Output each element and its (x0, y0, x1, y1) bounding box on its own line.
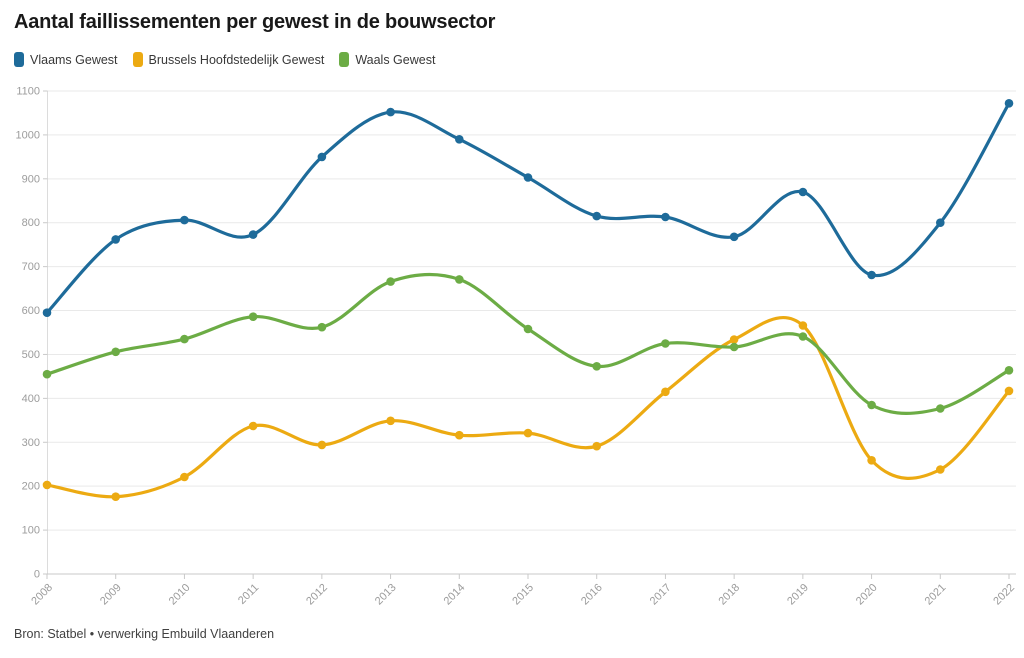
legend-swatch-waals-icon (339, 52, 350, 67)
data-point-brussels-2011[interactable] (248, 421, 258, 431)
y-tick-label: 400 (22, 393, 40, 405)
y-tick-label: 800 (22, 217, 40, 229)
data-point-vlaams-2015[interactable] (523, 173, 533, 182)
y-tick-label: 200 (22, 481, 40, 493)
legend-label-brussels: Brussels Hoofdstedelijk Gewest (148, 52, 325, 67)
data-point-waals-2008[interactable] (42, 369, 52, 379)
data-point-waals-2013[interactable] (386, 277, 395, 286)
data-point-brussels-2010[interactable] (180, 472, 189, 482)
x-axis-labels: 2008 2009 2010 2011 2012 2013 2014 2015 2016 2017… (29, 582, 1017, 608)
data-point-waals-2020[interactable] (867, 400, 876, 410)
data-point-waals-2017[interactable] (661, 339, 670, 348)
y-tick-label: 0 (34, 569, 40, 581)
legend-swatch-vlaams-icon (14, 52, 24, 67)
data-point-brussels-2015[interactable] (523, 428, 533, 438)
data-point-vlaams-2010[interactable] (180, 215, 189, 225)
data-point-vlaams-2012[interactable] (317, 152, 327, 162)
y-tick-label: 700 (22, 261, 40, 273)
chart-title: Aantal faillissementen per gewest in de … (14, 11, 496, 33)
x-tick-label: 2022 (991, 582, 1017, 608)
data-point-waals-2011[interactable] (248, 312, 258, 321)
legend-item-brussels: Brussels Hoofdstedelijk Gewest (132, 52, 325, 67)
legend: Vlaams Gewest Brussels Hoofdstedelijk Ge… (14, 52, 435, 67)
y-tick-label: 1000 (16, 129, 40, 141)
x-tick-label: 2009 (98, 582, 124, 608)
x-tick-label: 2011 (236, 582, 261, 607)
data-point-vlaams-2008[interactable] (42, 308, 52, 317)
x-tick-label: 2013 (373, 582, 399, 608)
data-point-brussels-2022[interactable] (1004, 386, 1014, 396)
data-point-brussels-2021[interactable] (936, 465, 945, 474)
data-point-brussels-2018[interactable] (729, 335, 739, 344)
data-point-brussels-2012[interactable] (317, 440, 327, 450)
series-brussels (42, 315, 1014, 502)
y-tick-label: 900 (22, 173, 40, 185)
data-point-vlaams-2016[interactable] (592, 211, 601, 221)
legend-item-vlaams: Vlaams Gewest (14, 52, 118, 67)
y-tick-label: 600 (22, 305, 40, 317)
data-point-waals-2012[interactable] (317, 322, 327, 332)
x-tick-label: 2012 (304, 582, 330, 608)
data-point-vlaams-2011[interactable] (248, 230, 258, 239)
data-point-brussels-2008[interactable] (42, 480, 52, 490)
series-waals (42, 272, 1014, 415)
data-point-waals-2019[interactable] (798, 332, 808, 341)
data-point-vlaams-2009[interactable] (111, 235, 120, 244)
x-tick-label: 2015 (510, 582, 536, 608)
data-point-vlaams-2021[interactable] (936, 218, 945, 227)
series-vlaams (42, 99, 1014, 317)
x-tick-label: 2017 (648, 582, 674, 608)
data-point-waals-2010[interactable] (180, 334, 189, 344)
data-point-vlaams-2017[interactable] (661, 212, 670, 222)
data-point-brussels-2016[interactable] (592, 441, 601, 451)
data-point-waals-2016[interactable] (592, 362, 601, 371)
y-tick-label: 1100 (16, 86, 40, 98)
legend-label-waals: Waals Gewest (355, 52, 436, 67)
x-tick-label: 2018 (716, 582, 742, 608)
y-tick-label: 500 (22, 349, 40, 361)
data-point-waals-2009[interactable] (111, 347, 120, 357)
data-point-vlaams-2018[interactable] (729, 232, 739, 242)
data-point-brussels-2017[interactable] (661, 387, 670, 397)
data-point-waals-2015[interactable] (523, 324, 533, 334)
data-point-waals-2014[interactable] (455, 275, 464, 284)
x-tick-label: 2021 (923, 582, 949, 608)
axes (43, 90, 1016, 579)
legend-label-vlaams: Vlaams Gewest (30, 52, 118, 67)
data-point-brussels-2013[interactable] (386, 416, 395, 426)
legend-swatch-brussels-icon (132, 52, 143, 67)
x-tick-label: 2016 (579, 582, 605, 608)
data-point-brussels-2020[interactable] (867, 456, 876, 465)
source-note: Bron: Statbel • verwerking Embuild Vlaan… (14, 627, 275, 641)
legend-item-waals: Waals Gewest (339, 52, 435, 67)
data-point-brussels-2019[interactable] (798, 321, 808, 330)
data-point-vlaams-2014[interactable] (455, 135, 464, 144)
x-tick-label: 2010 (167, 582, 193, 608)
series-line-brussels (45, 315, 1011, 499)
x-tick-label: 2014 (442, 582, 468, 608)
data-point-vlaams-2020[interactable] (867, 270, 876, 280)
y-tick-label: 300 (22, 437, 40, 449)
y-tick-label: 100 (22, 525, 40, 537)
series-line-waals (45, 272, 1011, 415)
data-point-brussels-2014[interactable] (455, 430, 464, 440)
x-tick-label: 2019 (785, 582, 811, 608)
line-chart: 0 100 200 300 400 500 600 700 800 900 1000 1100 2008… (16, 86, 1018, 608)
data-point-waals-2018[interactable] (729, 342, 739, 352)
x-tick-label: 2020 (854, 582, 880, 608)
x-tick-label: 2008 (29, 582, 55, 608)
data-point-brussels-2009[interactable] (111, 492, 120, 502)
data-point-waals-2021[interactable] (936, 404, 945, 413)
data-point-waals-2022[interactable] (1004, 366, 1014, 375)
y-axis-labels: 0 100 200 300 400 500 600 700 800 900 1000 1100 (16, 86, 40, 581)
data-point-vlaams-2022[interactable] (1004, 99, 1014, 108)
data-point-vlaams-2019[interactable] (798, 187, 808, 197)
data-point-vlaams-2013[interactable] (386, 107, 395, 117)
